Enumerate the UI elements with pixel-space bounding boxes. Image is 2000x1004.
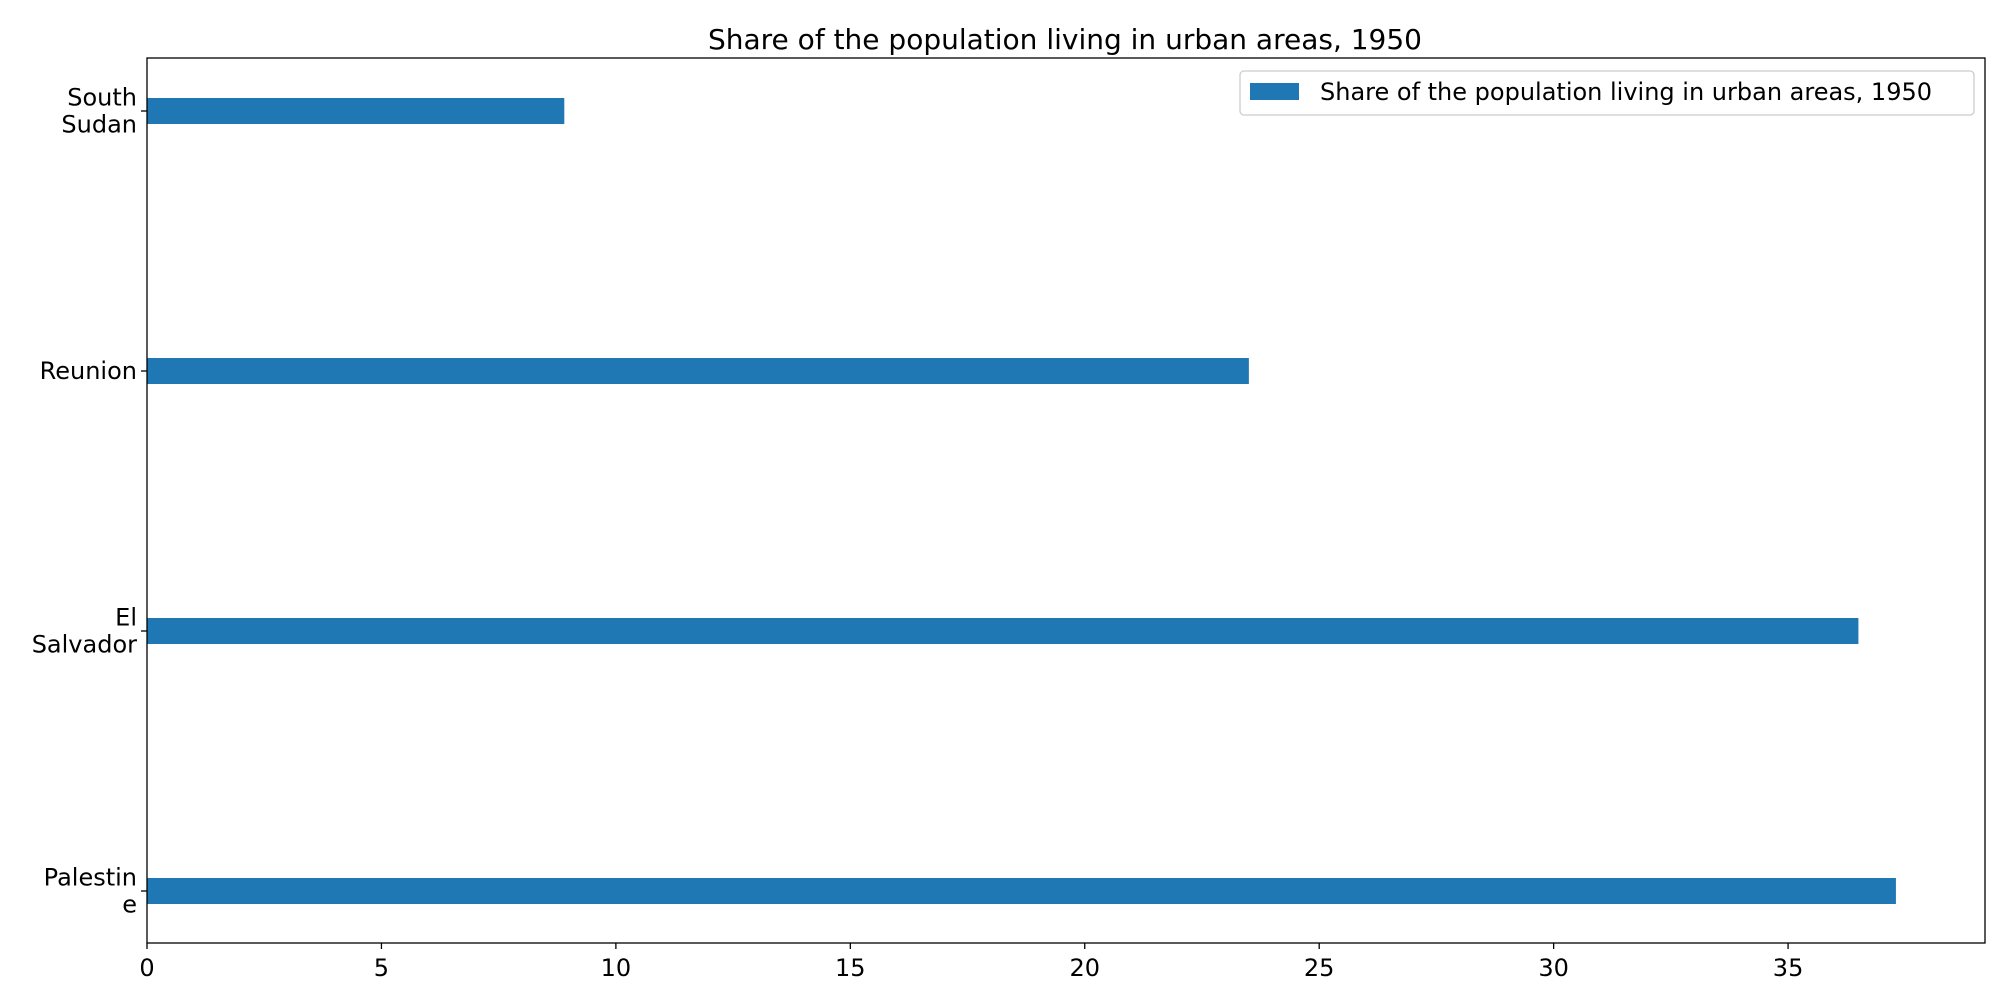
x-tick-label: 35 [1773, 954, 1804, 982]
legend-box [1239, 70, 1975, 116]
plot-frame [146, 57, 1986, 944]
y-tick-label: Reunion [40, 357, 137, 385]
x-tick-label: 15 [835, 954, 866, 982]
bar [147, 878, 1896, 904]
y-tick-label: El Salvador [32, 604, 137, 659]
bars-layer [147, 98, 1896, 904]
x-tick-label: 30 [1538, 954, 1569, 982]
bar [147, 618, 1859, 644]
bar [147, 98, 565, 124]
x-tick-label: 25 [1304, 954, 1335, 982]
x-axis: 0 5 10 15 20 25 30 35 [139, 943, 1803, 982]
x-tick-label: 5 [374, 954, 389, 982]
x-tick-label: 0 [139, 954, 154, 982]
chart-title: Share of the population living in urban … [708, 23, 1422, 56]
x-tick-label: 20 [1069, 954, 1100, 982]
legend: Share of the population living in urban … [1239, 70, 1975, 116]
y-tick-label: South Sudan [61, 84, 137, 139]
y-axis: South Sudan Reunion El Salvador Palestin e [32, 84, 147, 919]
legend-label: Share of the population living in urban … [1320, 78, 1932, 106]
y-tick-label: Palestin e [44, 864, 137, 919]
x-tick-label: 10 [601, 954, 632, 982]
legend-swatch [1250, 83, 1299, 100]
bar [147, 358, 1249, 384]
